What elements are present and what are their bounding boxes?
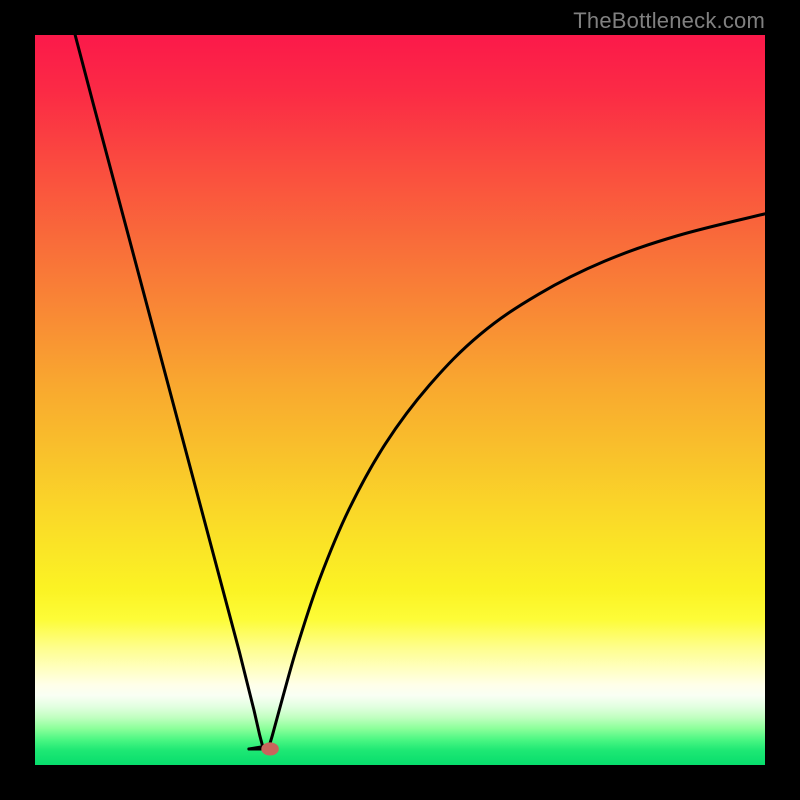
watermark-text: TheBottleneck.com: [573, 8, 765, 34]
optimum-marker: [261, 742, 279, 755]
chart-overlay: [35, 35, 765, 765]
chart-container: TheBottleneck.com: [0, 0, 800, 800]
plot-area: [35, 35, 765, 765]
curve-left-branch: [75, 35, 263, 747]
curve-right-branch: [267, 214, 765, 752]
